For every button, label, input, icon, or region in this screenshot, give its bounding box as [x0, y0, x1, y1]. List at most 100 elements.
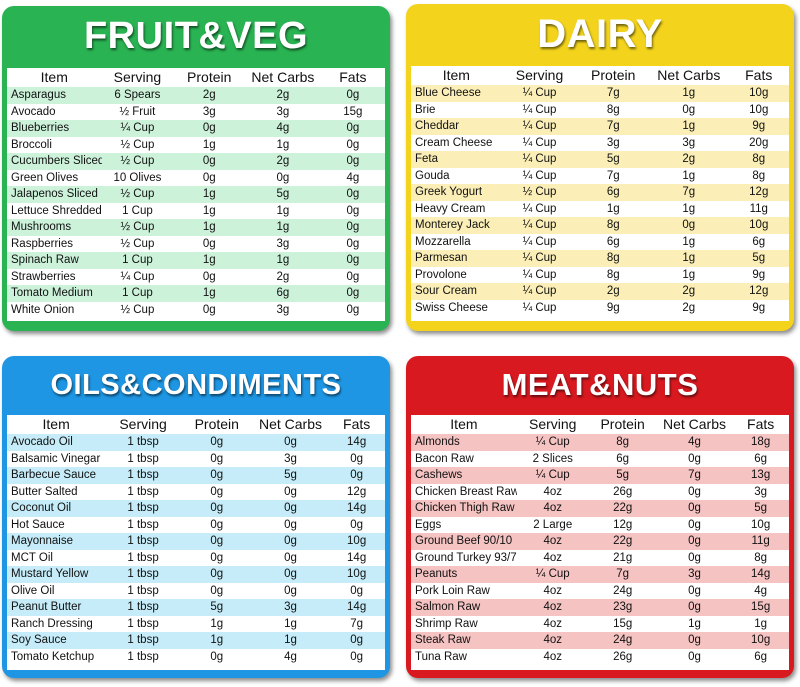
table-row: Greek Yogurt ½ Cup 6g 7g 12g	[411, 184, 789, 201]
cell-net-carbs: 0g	[284, 518, 297, 531]
meat-nuts-card: MEAT&NUTS Item Serving Protein Net Carbs Fat…	[406, 356, 794, 678]
cell-fats: 8g	[752, 169, 766, 182]
cell-serving: 4oz	[543, 485, 562, 498]
cell-protein: 5g	[606, 153, 620, 166]
cell-protein: 15g	[613, 617, 633, 630]
column-header-serving: Serving	[529, 416, 577, 432]
cell-item: Jalapenos Sliced	[11, 188, 98, 201]
cell-item: Lettuce Shredded	[11, 204, 102, 217]
cell-protein: 7g	[606, 120, 620, 133]
cell-fats: 8g	[754, 551, 768, 564]
cell-serving: 1 Cup	[122, 204, 153, 217]
cell-item: Salmon Raw	[415, 601, 481, 614]
cell-serving: ¼ Cup	[535, 436, 570, 449]
cell-item: Cashews	[415, 469, 463, 482]
cell-net-carbs: 0g	[688, 634, 701, 647]
table-row: Brie ¼ Cup 8g 0g 10g	[411, 102, 789, 119]
column-header-protein: Protein	[591, 67, 636, 83]
cell-item: Asparagus	[11, 89, 66, 102]
dairy-table-grid: Item Serving Protein Net Carbs Fats Blue Che…	[411, 66, 789, 316]
cell-item: Steak Raw	[415, 634, 471, 647]
column-header-net-carbs: Net Carbs	[662, 416, 726, 432]
table-row: Spinach Raw 1 Cup 1g 1g 0g	[7, 252, 385, 269]
cell-serving: ¼ Cup	[522, 87, 557, 100]
table-row: Butter Salted 1 tbsp 0g 0g 12g	[7, 484, 385, 501]
cell-protein: 8g	[606, 103, 620, 116]
cell-protein: 6g	[606, 186, 620, 199]
fruit-veg-table-grid: Item Serving Protein Net Carbs Fats Asparagu…	[7, 68, 385, 318]
cell-protein: 0g	[202, 155, 216, 168]
cell-net-carbs: 3g	[682, 136, 696, 149]
cell-fats: 6g	[752, 235, 766, 248]
cell-item: Avocado	[11, 105, 56, 118]
cell-serving: 4oz	[543, 634, 562, 647]
table-row: Mozzarella ¼ Cup 6g 1g 6g	[411, 234, 789, 251]
cell-net-carbs: 1g	[276, 138, 290, 151]
cell-fats: 5g	[752, 252, 766, 265]
table-row: Ground Turkey 93/7 4oz 21g 0g 8g	[411, 550, 789, 567]
cell-serving: 4oz	[543, 617, 562, 630]
oils-condiments-title: OILS&CONDIMENTS	[50, 368, 342, 401]
cell-protein: 0g	[210, 568, 224, 581]
cell-fats: 10g	[751, 634, 771, 647]
cell-net-carbs: 0g	[284, 584, 297, 597]
cell-fats: 6g	[754, 452, 768, 465]
cell-net-carbs: 1g	[682, 252, 696, 265]
table-row: Avocado ½ Fruit 3g 3g 15g	[7, 104, 385, 121]
table-row: Shrimp Raw 4oz 15g 1g 1g	[411, 616, 789, 633]
cell-protein: 24g	[613, 634, 633, 647]
cell-serving: ½ Cup	[120, 188, 155, 201]
cell-item: Spinach Raw	[11, 254, 79, 267]
cell-net-carbs: 6g	[276, 287, 290, 300]
cell-item: Butter Salted	[11, 485, 78, 498]
cell-net-carbs: 0g	[284, 568, 297, 581]
table-row: White Onion ½ Cup 0g 3g 0g	[7, 302, 385, 319]
table-row: Cream Cheese ¼ Cup 3g 3g 20g	[411, 135, 789, 152]
cell-protein: 8g	[616, 436, 630, 449]
cell-protein: 7g	[606, 169, 620, 182]
cell-serving: 4oz	[543, 551, 562, 564]
cell-item: Peanuts	[415, 568, 458, 581]
cell-net-carbs: 1g	[284, 634, 297, 647]
column-header-protein: Protein	[600, 416, 645, 432]
table-row: Strawberries ¼ Cup 0g 2g 0g	[7, 269, 385, 286]
cell-fats: 0g	[346, 89, 360, 102]
cell-protein: 0g	[210, 502, 224, 515]
cell-net-carbs: 3g	[284, 452, 297, 465]
cell-serving: 1 tbsp	[127, 601, 159, 614]
cell-net-carbs: 5g	[284, 469, 297, 482]
cell-fats: 0g	[346, 221, 360, 234]
cell-serving: 1 Cup	[122, 254, 153, 267]
cell-item: Ground Beef 90/10	[415, 535, 513, 548]
cell-fats: 0g	[346, 270, 360, 283]
cell-fats: 14g	[347, 502, 367, 515]
cell-net-carbs: 1g	[284, 617, 297, 630]
column-header-protein: Protein	[194, 416, 239, 432]
cell-fats: 0g	[350, 650, 364, 663]
cell-item: Mozzarella	[415, 235, 471, 248]
cell-serving: ¼ Cup	[522, 285, 557, 298]
cell-fats: 10g	[347, 535, 367, 548]
table-row: Peanut Butter 1 tbsp 5g 3g 14g	[7, 599, 385, 616]
cell-protein: 0g	[210, 452, 224, 465]
fruit-veg-table: Item Serving Protein Net Carbs Fats Asparagu…	[7, 68, 385, 321]
cell-protein: 24g	[613, 584, 633, 597]
cell-protein: 0g	[210, 436, 224, 449]
cell-serving: ¼ Cup	[522, 120, 557, 133]
table-row: Steak Raw 4oz 24g 0g 10g	[411, 632, 789, 649]
cell-net-carbs: 0g	[688, 502, 701, 515]
cell-net-carbs: 0g	[284, 535, 297, 548]
cell-fats: 0g	[350, 469, 364, 482]
column-header-net-carbs: Net Carbs	[258, 416, 322, 432]
cell-protein: 2g	[606, 285, 620, 298]
cell-net-carbs: 0g	[688, 535, 701, 548]
cell-protein: 7g	[606, 87, 620, 100]
cell-net-carbs: 2g	[276, 89, 290, 102]
cell-net-carbs: 4g	[276, 122, 290, 135]
oils-condiments-card: OILS&CONDIMENTS Item Serving Protein Net Ca…	[2, 356, 390, 678]
cell-protein: 2g	[202, 89, 216, 102]
cell-protein: 1g	[210, 634, 224, 647]
cell-protein: 0g	[210, 650, 224, 663]
table-row: Salmon Raw 4oz 23g 0g 15g	[411, 599, 789, 616]
cell-serving: 1 tbsp	[127, 502, 159, 515]
